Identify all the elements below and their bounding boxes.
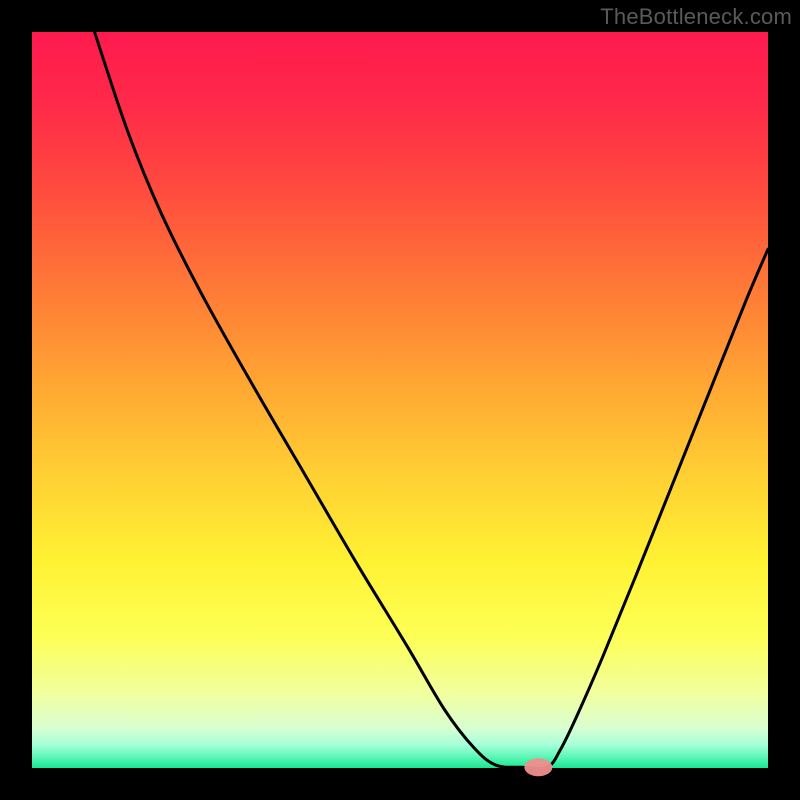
chart-svg: [0, 0, 800, 800]
gradient-plot-area: [32, 32, 768, 768]
watermark-text: TheBottleneck.com: [600, 4, 792, 30]
optimum-marker: [524, 758, 552, 776]
chart-stage: TheBottleneck.com: [0, 0, 800, 800]
